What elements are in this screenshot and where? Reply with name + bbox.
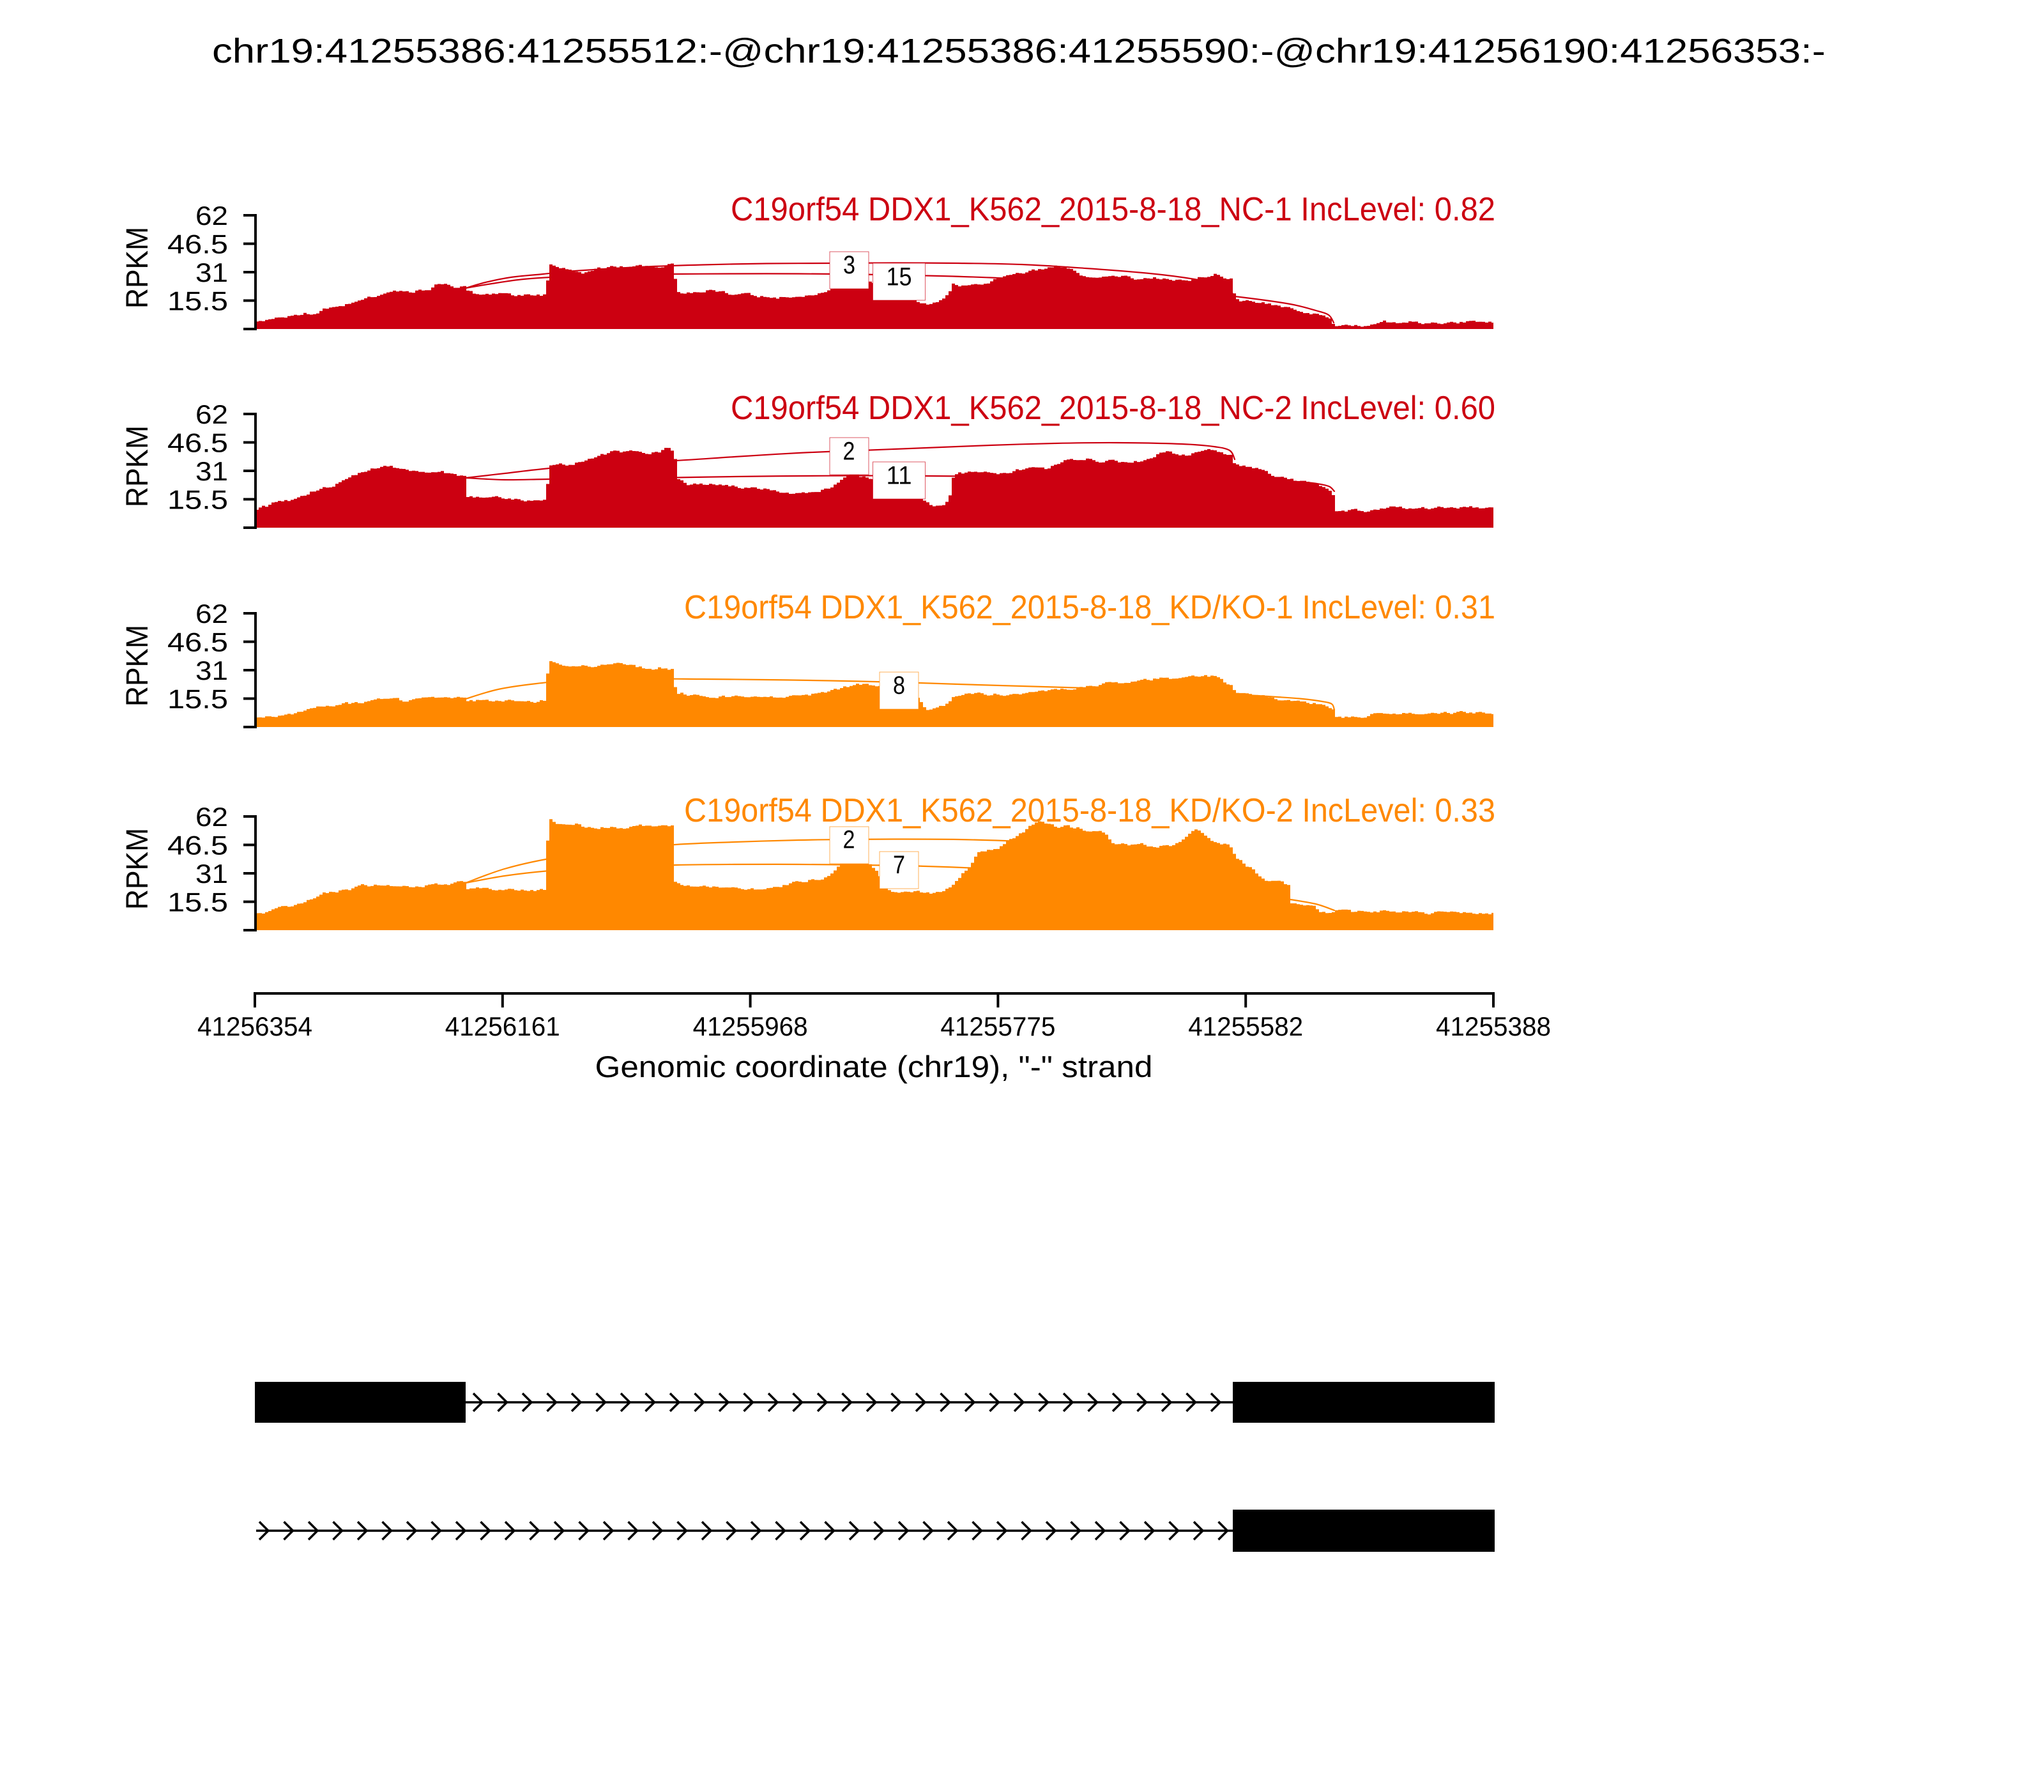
svg-text:41256161: 41256161 <box>445 1011 560 1041</box>
svg-text:2: 2 <box>843 437 855 465</box>
svg-text:chr19:41255386:41255512:-@chr1: chr19:41255386:41255512:-@chr19:41255386… <box>212 32 1826 70</box>
svg-text:46.5: 46.5 <box>167 831 228 861</box>
svg-text:15.5: 15.5 <box>167 887 228 917</box>
svg-text:C19orf54 DDX1_K562_2015-8-18_N: C19orf54 DDX1_K562_2015-8-18_NC-2 IncLev… <box>731 390 1495 427</box>
svg-text:31: 31 <box>195 859 228 889</box>
svg-text:2: 2 <box>843 826 855 854</box>
svg-text:31: 31 <box>195 257 228 287</box>
svg-text:46.5: 46.5 <box>167 627 228 657</box>
svg-text:41255582: 41255582 <box>1188 1011 1303 1041</box>
svg-text:15.5: 15.5 <box>167 286 228 316</box>
svg-text:41255388: 41255388 <box>1436 1011 1551 1041</box>
svg-text:41256354: 41256354 <box>197 1011 312 1041</box>
svg-text:46.5: 46.5 <box>167 229 228 259</box>
svg-text:31: 31 <box>195 456 228 486</box>
svg-text:RPKM: RPKM <box>121 625 155 707</box>
svg-text:31: 31 <box>195 655 228 685</box>
svg-text:C19orf54 DDX1_K562_2015-8-18_K: C19orf54 DDX1_K562_2015-8-18_KD/KO-1 Inc… <box>684 589 1495 626</box>
svg-text:62: 62 <box>195 802 228 832</box>
svg-text:RPKM: RPKM <box>121 828 155 910</box>
svg-text:C19orf54 DDX1_K562_2015-8-18_N: C19orf54 DDX1_K562_2015-8-18_NC-1 IncLev… <box>731 191 1495 228</box>
svg-text:15.5: 15.5 <box>167 684 228 714</box>
svg-text:11: 11 <box>887 462 912 490</box>
svg-text:62: 62 <box>195 599 228 629</box>
svg-text:Genomic coordinate (chr19), "-: Genomic coordinate (chr19), "-" strand <box>595 1050 1153 1084</box>
svg-text:46.5: 46.5 <box>167 428 228 458</box>
svg-text:62: 62 <box>195 399 228 429</box>
svg-text:62: 62 <box>195 201 228 231</box>
svg-text:7: 7 <box>893 851 905 879</box>
svg-text:RPKM: RPKM <box>121 425 155 507</box>
svg-text:15.5: 15.5 <box>167 485 228 515</box>
svg-text:C19orf54 DDX1_K562_2015-8-18_K: C19orf54 DDX1_K562_2015-8-18_KD/KO-2 Inc… <box>684 792 1495 829</box>
svg-text:41255968: 41255968 <box>693 1011 808 1041</box>
svg-text:8: 8 <box>893 671 905 700</box>
svg-text:3: 3 <box>843 251 855 279</box>
svg-text:15: 15 <box>887 263 912 291</box>
svg-text:RPKM: RPKM <box>121 227 155 309</box>
svg-text:41255775: 41255775 <box>940 1011 1055 1041</box>
